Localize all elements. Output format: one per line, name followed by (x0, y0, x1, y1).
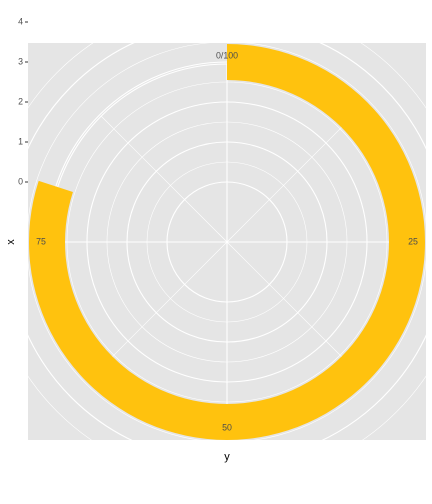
theta-tick-labels: 0/100 25 50 75 (36, 50, 418, 432)
radial-tick-label: 4 (18, 16, 23, 26)
theta-minor-gridline (226, 115, 354, 243)
y-axis-title: x (5, 239, 17, 245)
radial-tick-label: 1 (18, 136, 23, 146)
radial-minor-gridline (0, 1, 432, 483)
theta-minor-gridline (100, 115, 228, 243)
theta-tick-label: 75 (36, 236, 46, 246)
radial-tick-label: 2 (18, 96, 23, 106)
x-axis-title: y (224, 451, 230, 463)
radial-axis: 0 1 2 3 4 (18, 16, 28, 186)
theta-minor-gridline (100, 241, 228, 369)
theta-tick-label: 0/100 (216, 50, 238, 60)
radial-tick-label: 3 (18, 56, 23, 66)
theta-tick-label: 50 (222, 422, 232, 432)
radial-major-gridline (6, 21, 432, 463)
theta-tick-label: 25 (408, 236, 418, 246)
radial-minor-gridline (26, 41, 428, 443)
theta-minor-gridline (226, 241, 354, 369)
radial-tick-label: 0 (18, 176, 23, 186)
